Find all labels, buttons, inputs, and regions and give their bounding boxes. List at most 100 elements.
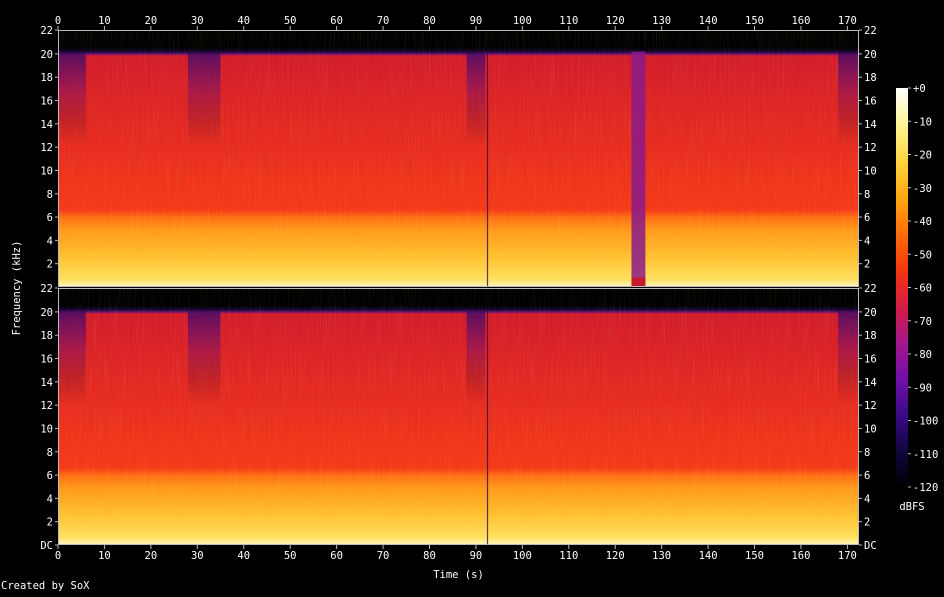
x-tick-label-top: 100 — [513, 15, 532, 27]
y-tick-label-left: 12 — [40, 400, 53, 412]
quiet-region — [466, 30, 486, 287]
colorbar-tick-label: -10 — [913, 116, 932, 128]
y-tick-label-left: 8 — [47, 189, 53, 201]
y-tick-label-left: 2 — [47, 517, 53, 529]
y-tick-label-right: 16 — [864, 354, 877, 366]
x-tick-label-top: 130 — [652, 15, 671, 27]
y-tick-label-left: 8 — [47, 447, 53, 459]
y-tick-label-left: 14 — [40, 119, 53, 131]
y-tick-label-right: 8 — [864, 189, 870, 201]
x-tick-label-top: 110 — [559, 15, 578, 27]
x-tick-label-top: 160 — [791, 15, 810, 27]
y-tick-label-right: 12 — [864, 400, 877, 412]
x-tick-label-top: 80 — [423, 15, 436, 27]
colorbar-tick-label: -50 — [913, 249, 932, 261]
spectrogram-texture — [58, 30, 859, 287]
x-tick-label-top: 170 — [838, 15, 857, 27]
y-tick-label-right: 18 — [864, 330, 877, 342]
x-tick-label-bottom: 60 — [330, 550, 343, 562]
y-tick-label-right: 20 — [864, 49, 877, 61]
x-tick-label-top: 120 — [606, 15, 625, 27]
y-tick-label-left: 16 — [40, 354, 53, 366]
y-tick-label-left: 6 — [47, 470, 53, 482]
x-tick-label-bottom: 20 — [145, 550, 158, 562]
colorbar-tick-label: -100 — [913, 416, 938, 428]
y-tick-label-left: 2 — [47, 259, 53, 271]
y-tick-label-right: 22 — [864, 283, 877, 295]
y-tick-label-right: 8 — [864, 447, 870, 459]
y-tick-label-left: DC — [40, 540, 53, 552]
quiet-region — [188, 30, 221, 287]
x-tick-label-bottom: 120 — [606, 550, 625, 562]
x-tick-label-top: 150 — [745, 15, 764, 27]
x-tick-label-bottom: 0 — [55, 550, 61, 562]
x-tick-label-top: 0 — [55, 15, 61, 27]
colorbar-tick-label: -110 — [913, 449, 938, 461]
footer-credit: Created by SoX — [1, 580, 90, 592]
y-tick-label-right: 12 — [864, 142, 877, 154]
y-tick-label-left: 22 — [40, 25, 53, 37]
y-tick-label-left: 10 — [40, 423, 53, 435]
x-tick-label-top: 20 — [145, 15, 158, 27]
colorbar-tick-label: -80 — [913, 349, 932, 361]
y-tick-label-right: 10 — [864, 165, 877, 177]
x-tick-label-bottom: 30 — [191, 550, 204, 562]
y-tick-label-right: 22 — [864, 25, 877, 37]
y-tick-label-left: 4 — [47, 235, 53, 247]
colorbar-tick-label: -60 — [913, 283, 932, 295]
colorbar-tick-label: -20 — [913, 150, 932, 162]
y-tick-label-right: 4 — [864, 493, 870, 505]
x-tick-label-bottom: 150 — [745, 550, 764, 562]
quiet-region — [58, 288, 86, 545]
y-tick-label-right: 6 — [864, 470, 870, 482]
x-tick-label-top: 90 — [470, 15, 483, 27]
x-axis-title: Time (s) — [433, 569, 484, 581]
x-tick-label-top: 70 — [377, 15, 390, 27]
dropout-floor — [631, 277, 646, 287]
x-tick-label-bottom: 50 — [284, 550, 297, 562]
colorbar-tick-label: +0 — [913, 83, 926, 95]
y-tick-label-right: 4 — [864, 235, 870, 247]
y-tick-label-left: 4 — [47, 493, 53, 505]
quiet-region — [466, 288, 486, 545]
x-tick-label-bottom: 130 — [652, 550, 671, 562]
x-tick-label-top: 40 — [237, 15, 250, 27]
spectrogram-panel-2 — [58, 288, 859, 545]
spectrogram-texture — [58, 288, 859, 545]
x-tick-label-bottom: 100 — [513, 550, 532, 562]
x-tick-label-bottom: 70 — [377, 550, 390, 562]
colorbar-label: dBFS — [899, 501, 924, 513]
quiet-region — [58, 30, 86, 287]
x-tick-label-top: 10 — [98, 15, 111, 27]
x-tick-label-bottom: 90 — [470, 550, 483, 562]
x-tick-label-top: 30 — [191, 15, 204, 27]
x-tick-label-bottom: 80 — [423, 550, 436, 562]
colorbar-tick-label: -120 — [913, 482, 938, 494]
y-tick-label-left: 18 — [40, 330, 53, 342]
colorbar-tick-label: -70 — [913, 316, 932, 328]
y-tick-label-right: 6 — [864, 212, 870, 224]
colorbar-tick-label: -90 — [913, 382, 932, 394]
y-tick-label-right: 2 — [864, 517, 870, 529]
y-tick-label-left: 6 — [47, 212, 53, 224]
x-tick-label-bottom: 170 — [838, 550, 857, 562]
y-tick-label-right: 14 — [864, 119, 877, 131]
x-tick-label-bottom: 10 — [98, 550, 111, 562]
dropout-region — [631, 51, 646, 287]
y-tick-label-left: 20 — [40, 307, 53, 319]
x-tick-label-bottom: 140 — [699, 550, 718, 562]
quiet-region — [188, 288, 221, 545]
y-tick-label-left: 20 — [40, 49, 53, 61]
y-tick-label-right: 20 — [864, 307, 877, 319]
y-tick-label-right: 2 — [864, 259, 870, 271]
x-tick-label-bottom: 110 — [559, 550, 578, 562]
y-tick-label-right: 18 — [864, 72, 877, 84]
y-tick-label-left: 18 — [40, 72, 53, 84]
panel-frame — [58, 288, 859, 545]
y-tick-label-right: 16 — [864, 96, 877, 108]
y-tick-label-left: 12 — [40, 142, 53, 154]
quiet-region — [838, 30, 859, 287]
quiet-region — [838, 288, 859, 545]
x-tick-label-bottom: 160 — [791, 550, 810, 562]
